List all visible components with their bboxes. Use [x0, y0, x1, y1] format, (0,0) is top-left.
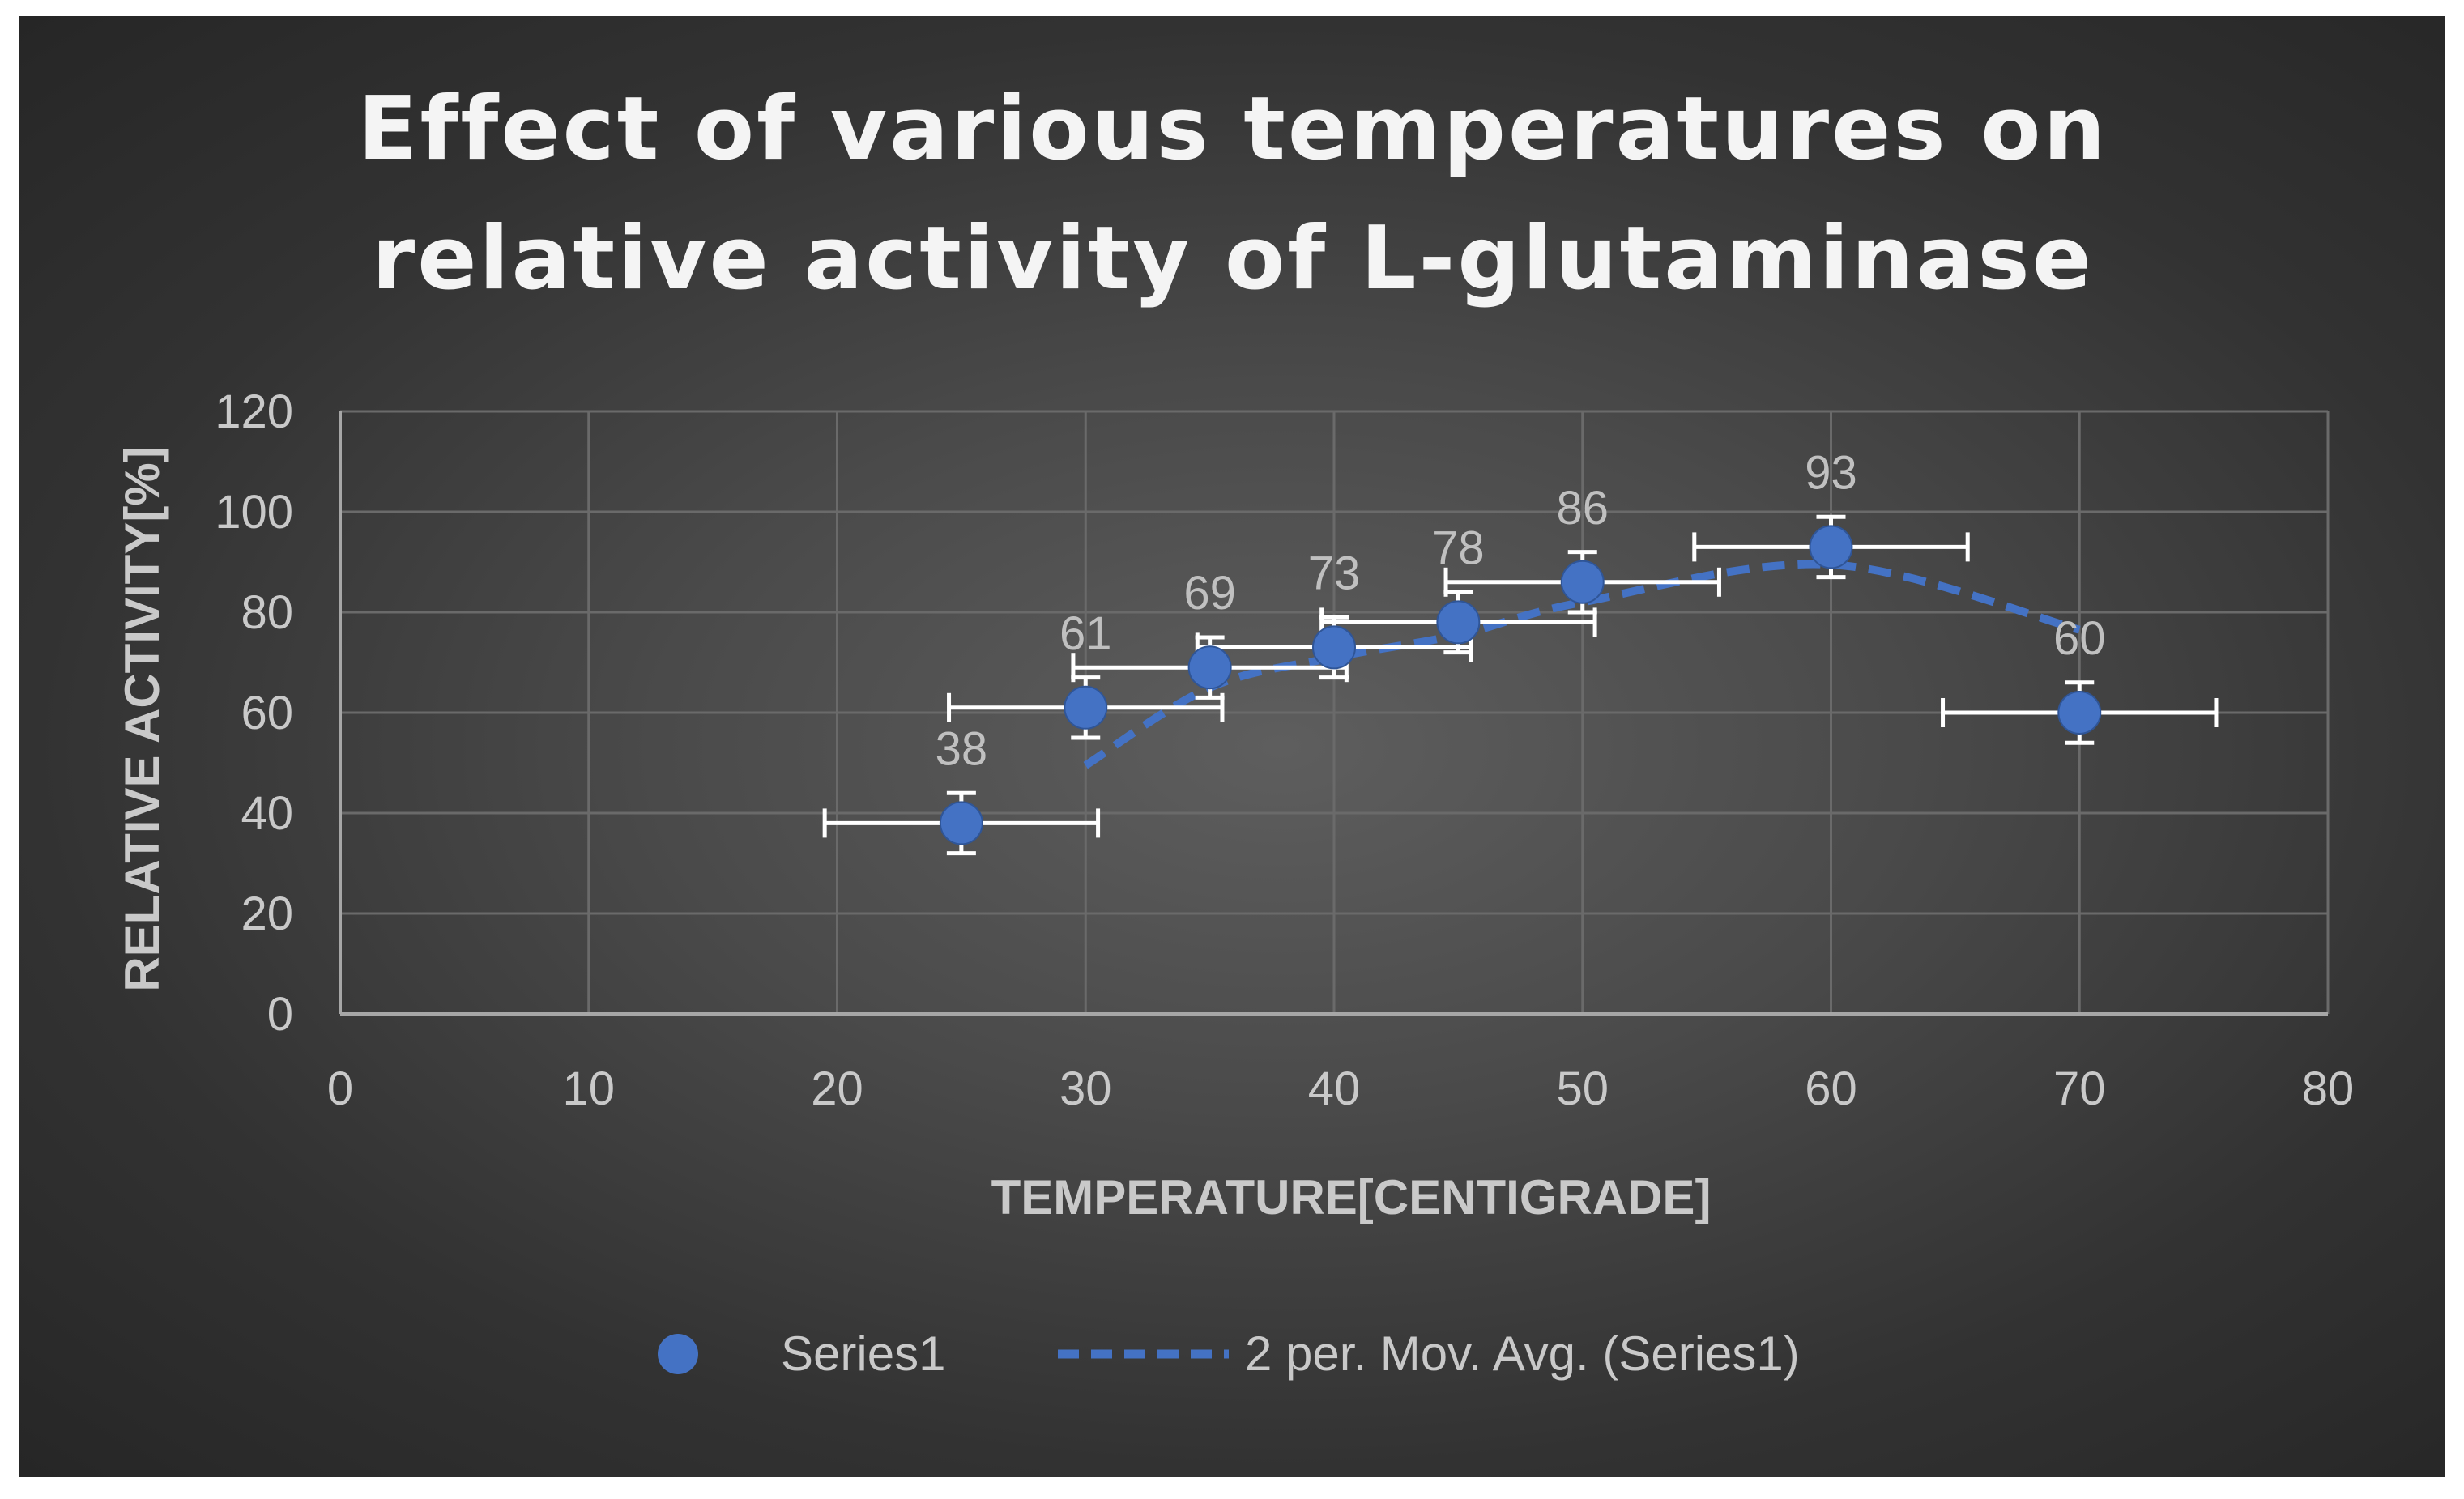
y-tick-label: 20	[241, 888, 293, 940]
data-label: 86	[1556, 482, 1609, 534]
data-point	[1312, 625, 1356, 670]
axes: 0 20 40 60 80 100 120 0 10 20 30 40 50 60 70 80	[215, 385, 2354, 1115]
data-points	[939, 525, 2102, 845]
x-tick-label: 70	[2053, 1063, 2106, 1115]
data-point	[1187, 645, 1232, 690]
data-label: 93	[1805, 446, 1857, 499]
data-point	[1436, 600, 1481, 645]
chart-svg: Effect of various temperatures on relati…	[115, 79, 2354, 1381]
x-tick-label: 0	[327, 1063, 353, 1115]
data-label: 38	[936, 722, 988, 775]
y-tick-label: 120	[215, 385, 293, 438]
x-tick-label: 60	[1805, 1063, 1857, 1115]
error-bars	[822, 514, 2219, 856]
legend-marker-series1	[658, 1334, 698, 1374]
y-tick-label: 100	[215, 486, 293, 539]
x-tick-label: 20	[811, 1063, 863, 1115]
data-label: 69	[1183, 567, 1236, 620]
data-point	[1809, 525, 1853, 569]
x-tick-label: 30	[1059, 1063, 1112, 1115]
chart-area: Effect of various temperatures on relati…	[19, 16, 2445, 1477]
legend-label-series1: Series1	[781, 1327, 945, 1381]
legend: Series1 2 per. Mov. Avg. (Series1)	[658, 1327, 1800, 1381]
chart-title-line-2: relative activity of L-glutaminase	[372, 208, 2094, 309]
chart-title-line-1: Effect of various temperatures on	[358, 79, 2108, 180]
x-tick-label: 10	[562, 1063, 615, 1115]
data-point	[939, 801, 983, 845]
y-tick-label: 0	[267, 988, 293, 1041]
data-label: 78	[1432, 522, 1485, 574]
legend-label-trendline: 2 per. Mov. Avg. (Series1)	[1245, 1327, 1800, 1381]
y-tick-label: 60	[241, 687, 293, 739]
data-point	[2057, 691, 2102, 735]
data-point	[1560, 560, 1605, 604]
y-tick-label: 80	[241, 586, 293, 639]
data-point	[1064, 685, 1108, 730]
x-axis-title: TEMPERATURE[CENTIGRADE]	[991, 1170, 1712, 1224]
data-labels: 38 61 69 73 78 86 93 60	[936, 446, 2106, 775]
data-label: 61	[1059, 607, 1112, 660]
data-label: 60	[2053, 612, 2106, 665]
x-tick-label: 50	[1556, 1063, 1609, 1115]
y-axis-title: RELATIVE ACTIVITY[%]	[115, 446, 169, 991]
x-tick-label: 80	[2302, 1063, 2355, 1115]
y-tick-label: 40	[241, 787, 293, 840]
x-tick-label: 40	[1308, 1063, 1361, 1115]
data-label: 73	[1308, 547, 1361, 599]
